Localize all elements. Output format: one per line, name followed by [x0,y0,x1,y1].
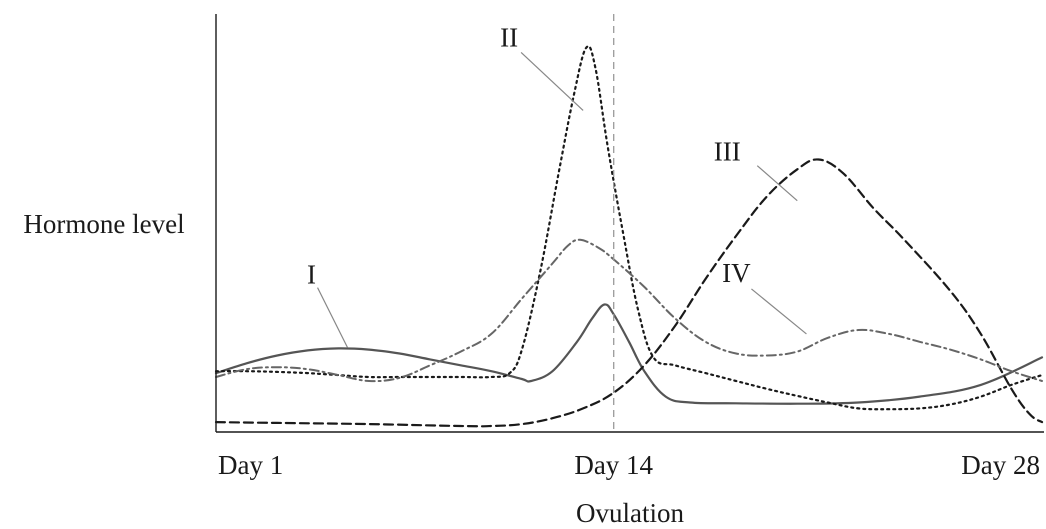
series-curves [214,45,1044,428]
x-axis-label: Ovulation [576,498,684,528]
series-label-iii: III [714,137,741,167]
leader-line-ii [520,52,584,111]
x-tick-label-day-1: Day 1 [218,450,283,480]
series-line-iii [214,158,1044,428]
leader-line-i [317,287,349,348]
series-line-i [214,303,1044,405]
series-label-i: I [307,260,316,290]
series-label-ii: II [500,22,518,52]
series-line-ii [214,45,1044,411]
series-label-iv: IV [722,258,751,288]
x-tick-label-day-28: Day 28 [961,450,1040,480]
x-tick-label-day-14: Day 14 [574,450,653,480]
x-tick-labels: Day 1 Day 14 Day 28 [218,450,1040,480]
series-label-leaders [317,52,807,348]
y-axis-label: Hormone level [23,209,184,239]
leader-line-iii [756,165,798,202]
leader-line-iv [751,288,807,335]
series-line-iv [215,238,1043,383]
